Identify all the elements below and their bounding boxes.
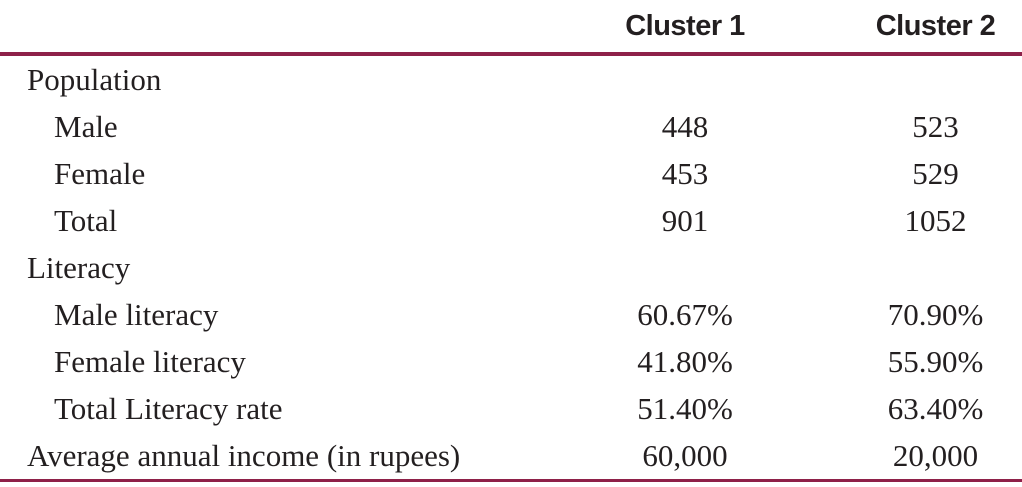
cluster1-value: 901	[661, 202, 709, 238]
table-row-population: Population	[0, 54, 1022, 103]
cluster1-value	[545, 54, 825, 103]
table-row-male-literacy: Male literacy 60.67% 70.90%	[0, 291, 1022, 338]
row-label: Male literacy	[54, 296, 219, 332]
cluster1-value: 448	[661, 108, 709, 144]
cluster1-value: 41.80%	[637, 343, 733, 379]
row-label: Male	[54, 108, 118, 144]
table-row-female: Female 453 529	[0, 150, 1022, 197]
row-label: Population	[27, 61, 162, 97]
row-label: Female	[54, 155, 146, 191]
header-row: Cluster 1 Cluster 2	[0, 0, 1022, 54]
cluster2-value: 70.90%	[887, 296, 984, 332]
cluster2-value: 55.90%	[887, 343, 984, 379]
table-row-average-annual-income: Average annual income (in rupees) 60,000…	[0, 432, 1022, 481]
cluster1-value: 60,000	[642, 437, 728, 473]
table-row-total-literacy-rate: Total Literacy rate 51.40% 63.40%	[0, 385, 1022, 432]
cluster2-value	[825, 54, 1022, 103]
column-header-cluster1: Cluster 1	[625, 9, 745, 42]
row-label: Average annual income (in rupees)	[27, 437, 461, 473]
table-row-total: Total 901 1052	[0, 197, 1022, 244]
cluster2-value: 63.40%	[887, 390, 984, 426]
cluster1-value: 60.67%	[637, 296, 733, 332]
cluster2-value: 20,000	[892, 437, 979, 473]
cluster2-value	[825, 244, 1022, 291]
cluster2-value: 1052	[904, 202, 967, 238]
row-label: Literacy	[27, 249, 131, 285]
table-row-male: Male 448 523	[0, 103, 1022, 150]
table-row-literacy: Literacy	[0, 244, 1022, 291]
cluster2-value: 523	[912, 108, 959, 144]
cluster1-value	[545, 244, 825, 291]
table-row-female-literacy: Female literacy 41.80% 55.90%	[0, 338, 1022, 385]
row-label: Total	[54, 202, 118, 238]
header-empty-cell	[0, 0, 545, 54]
column-header-cluster2: Cluster 2	[875, 9, 996, 42]
cluster1-value: 453	[661, 155, 709, 191]
cluster1-value: 51.40%	[637, 390, 733, 426]
row-label: Total Literacy rate	[54, 390, 283, 426]
row-label: Female literacy	[54, 343, 246, 379]
cluster2-value: 529	[912, 155, 959, 191]
